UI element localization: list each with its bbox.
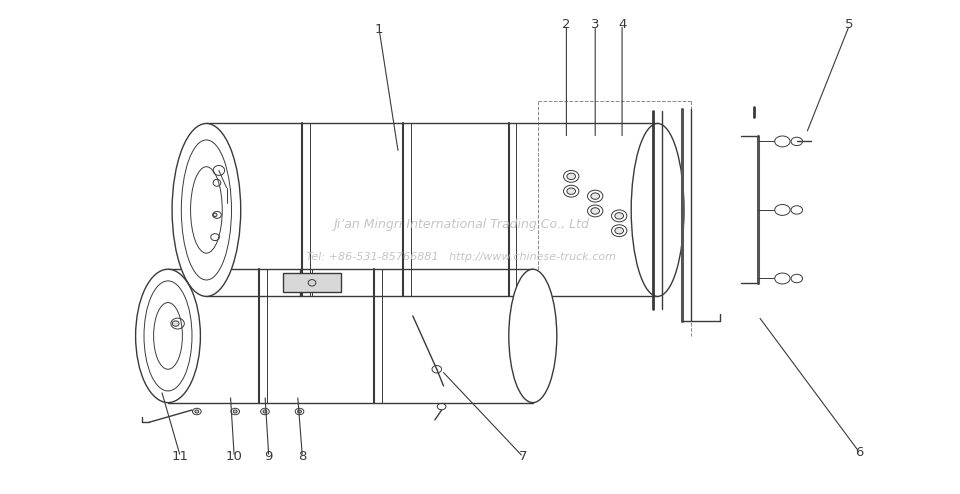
Ellipse shape (298, 410, 301, 413)
Ellipse shape (135, 269, 201, 403)
Text: 3: 3 (591, 18, 599, 31)
Text: 11: 11 (172, 451, 189, 463)
Text: 1: 1 (375, 23, 383, 36)
Text: 4: 4 (618, 18, 626, 31)
Ellipse shape (614, 228, 624, 234)
Bar (283, 274, 341, 292)
Text: 2: 2 (563, 18, 570, 31)
Ellipse shape (590, 193, 599, 200)
Text: 7: 7 (519, 451, 527, 463)
Ellipse shape (213, 213, 217, 217)
Ellipse shape (509, 269, 557, 403)
Text: 10: 10 (226, 451, 243, 463)
Text: Tel: +86-531-85766881   http://www.chinese-truck.com: Tel: +86-531-85766881 http://www.chinese… (306, 252, 615, 262)
Ellipse shape (195, 410, 199, 413)
Ellipse shape (566, 188, 575, 195)
Text: 6: 6 (855, 446, 863, 458)
Text: 9: 9 (265, 451, 273, 463)
Text: 5: 5 (846, 18, 853, 31)
Text: Ji’an Mingri International Trading Co., Ltd: Ji’an Mingri International Trading Co., … (333, 218, 588, 231)
Ellipse shape (172, 124, 241, 296)
Ellipse shape (173, 321, 180, 327)
Ellipse shape (263, 410, 267, 413)
Ellipse shape (632, 124, 684, 296)
Ellipse shape (614, 212, 624, 219)
Text: 8: 8 (299, 451, 306, 463)
Ellipse shape (233, 410, 237, 413)
Ellipse shape (590, 208, 599, 214)
Ellipse shape (566, 173, 575, 180)
